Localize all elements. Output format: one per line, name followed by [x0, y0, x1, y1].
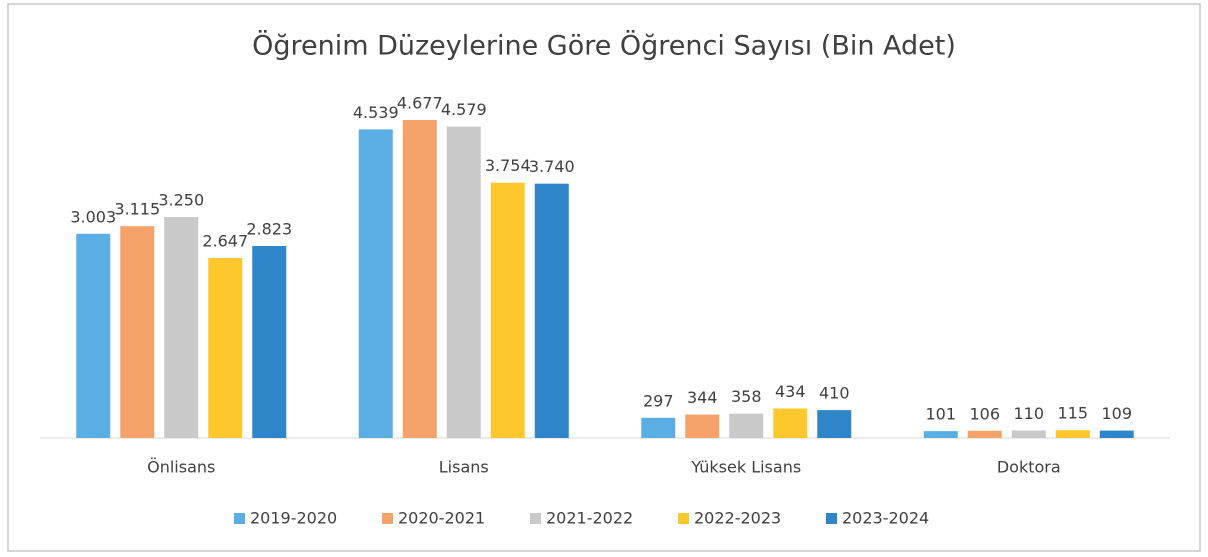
data-label: 4.677: [397, 93, 443, 112]
data-label: 106: [969, 404, 1000, 423]
legend-label: 2020-2021: [398, 509, 485, 528]
data-label: 2.647: [202, 232, 248, 251]
legend-label: 2023-2024: [842, 509, 929, 528]
data-label: 4.579: [441, 100, 487, 119]
data-label: 434: [775, 382, 806, 401]
data-label: 410: [819, 384, 850, 403]
data-label: 3.115: [114, 200, 160, 219]
data-label: 115: [1057, 404, 1088, 423]
legend-swatch: [530, 513, 541, 524]
legend-swatch: [678, 513, 689, 524]
bar: [164, 217, 199, 438]
legend-swatch: [234, 513, 245, 524]
data-label: 3.250: [158, 191, 204, 210]
data-label: 3.754: [485, 156, 531, 175]
bar: [120, 226, 155, 438]
bar: [685, 414, 720, 438]
x-tick-label: Doktora: [997, 458, 1061, 477]
bar: [1011, 430, 1046, 438]
data-label: 344: [687, 388, 718, 407]
bar: [1055, 430, 1090, 438]
bar: [817, 410, 852, 438]
bar: [208, 258, 243, 438]
bar: [729, 413, 764, 438]
bar: [358, 129, 393, 438]
data-label: 297: [643, 391, 674, 410]
chart-title: Öğrenim Düzeylerine Göre Öğrenci Sayısı …: [252, 30, 956, 62]
data-label: 109: [1101, 404, 1132, 423]
legend-swatch: [826, 513, 837, 524]
data-label: 3.740: [529, 157, 575, 176]
bar: [402, 119, 437, 439]
bar: [534, 183, 569, 438]
bar: [490, 182, 525, 438]
data-label: 358: [731, 387, 762, 406]
data-label: 101: [925, 405, 956, 424]
bar: [773, 408, 808, 438]
legend-swatch: [382, 513, 393, 524]
bar: [967, 430, 1002, 438]
x-tick-label: Önlisans: [147, 458, 215, 477]
bar: [1099, 430, 1134, 438]
data-label: 3.003: [70, 207, 116, 226]
bar: [641, 417, 676, 438]
x-tick-label: Lisans: [439, 458, 489, 477]
bar: [76, 233, 111, 438]
data-label: 2.823: [246, 220, 292, 239]
bar: [252, 246, 287, 438]
legend-label: 2021-2022: [546, 509, 633, 528]
legend-label: 2019-2020: [250, 509, 337, 528]
chart-border: [7, 3, 1201, 552]
legend-label: 2022-2023: [694, 509, 781, 528]
bar: [923, 431, 958, 438]
data-label: 4.539: [353, 103, 399, 122]
x-tick-label: Yüksek Lisans: [690, 458, 801, 477]
data-label: 110: [1013, 404, 1044, 423]
bar: [446, 126, 481, 439]
